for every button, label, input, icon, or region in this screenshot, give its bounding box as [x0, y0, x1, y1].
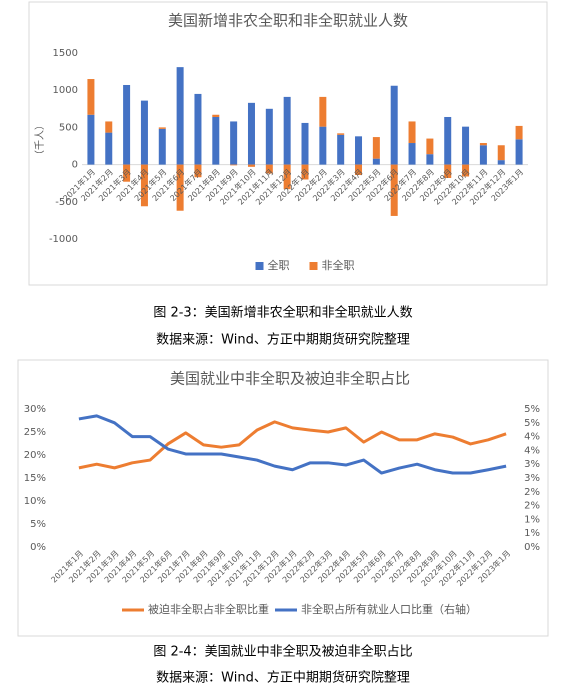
bar — [390, 164, 398, 216]
legend-label: 非全职 — [322, 258, 355, 272]
y2-tick-label: 0% — [524, 542, 540, 553]
y-tick-label: 10% — [24, 496, 46, 507]
bar — [426, 138, 434, 155]
y-tick-label: 30% — [24, 404, 46, 415]
bar — [515, 125, 523, 140]
bar — [105, 121, 113, 133]
legend-swatch — [309, 262, 318, 270]
bar — [265, 164, 273, 174]
y-tick-label: 15% — [24, 473, 46, 484]
bar — [123, 84, 131, 165]
bar — [158, 128, 166, 165]
caption: 图 2-4：美国就业中非全职及被迫非全职占比 — [153, 644, 412, 660]
y2-tick-label: 3% — [524, 473, 540, 484]
bar — [444, 164, 452, 178]
bar — [265, 108, 273, 165]
bar — [462, 164, 470, 177]
y2-tick-label: 5% — [524, 404, 540, 415]
bar — [497, 160, 505, 165]
y-tick-label: 25% — [24, 427, 46, 438]
bar — [479, 143, 487, 146]
bar — [355, 164, 363, 176]
bar — [372, 158, 380, 165]
bar — [283, 164, 291, 190]
chart-frame — [28, 1, 548, 286]
caption: 数据来源：Wind、方正中期期货研究院整理 — [156, 332, 410, 348]
bar — [497, 145, 505, 161]
legend-swatch — [255, 262, 264, 270]
bar — [337, 133, 345, 135]
y-tick-label: 0 — [72, 160, 78, 171]
bar — [462, 126, 470, 165]
y-tick-label: 5% — [30, 519, 46, 530]
bar — [212, 116, 220, 165]
bar — [176, 164, 184, 211]
y2-tick-label: 3% — [524, 459, 540, 470]
y2-tick-label: 2% — [524, 501, 540, 512]
bar — [355, 136, 363, 165]
bar — [372, 137, 380, 159]
chart-title: 美国就业中非全职及被迫非全职占比 — [170, 370, 410, 388]
y-tick-label: -1000 — [49, 234, 78, 245]
line — [78, 420, 507, 470]
bar — [337, 134, 345, 165]
y-tick-label: 500 — [59, 122, 78, 133]
bar — [176, 67, 184, 165]
bar — [230, 121, 238, 165]
bar — [123, 164, 131, 182]
legend-label: 全职 — [268, 258, 290, 272]
bar — [301, 122, 309, 165]
y-tick-label: 0% — [30, 542, 46, 553]
bar — [230, 164, 238, 166]
bar — [515, 139, 523, 165]
y2-tick-label: 1% — [524, 514, 540, 525]
bar — [140, 100, 148, 165]
y2-tick-label: 4% — [524, 432, 540, 443]
chart-frame — [17, 359, 549, 637]
legend-label: 被迫非全职占非全职比重 — [148, 602, 269, 616]
bar — [426, 154, 434, 165]
bar — [194, 164, 202, 178]
caption: 数据来源：Wind、方正中期期货研究院整理 — [156, 670, 410, 686]
bar — [319, 126, 327, 165]
bar — [194, 93, 202, 165]
bar — [87, 79, 95, 115]
y-tick-label: 1000 — [53, 85, 78, 96]
bar — [212, 114, 220, 117]
bar — [444, 116, 452, 165]
bar — [319, 96, 327, 127]
bar — [87, 114, 95, 165]
legend-label: 非全职占所有就业人口比重（右轴） — [301, 602, 477, 616]
bar — [408, 121, 416, 144]
bar — [140, 164, 148, 207]
y-axis-label: （千人） — [34, 120, 46, 160]
y2-tick-label: 4% — [524, 445, 540, 456]
y2-tick-label: 2% — [524, 487, 540, 498]
bar — [390, 85, 398, 165]
bar — [247, 102, 255, 165]
y-tick-label: 20% — [24, 450, 46, 461]
y2-tick-label: 1% — [524, 528, 540, 539]
bar — [283, 96, 291, 165]
chart-title: 美国新增非农全职和非全职就业人数 — [168, 12, 408, 30]
bar — [105, 132, 113, 165]
bar — [301, 164, 309, 180]
bar — [479, 145, 487, 165]
y-tick-label: 1500 — [53, 48, 78, 59]
y2-tick-label: 5% — [524, 418, 540, 429]
bar — [158, 127, 166, 129]
bar — [247, 164, 255, 167]
y-tick-label: -500 — [55, 197, 78, 208]
bar — [408, 143, 416, 165]
caption: 图 2-3：美国新增非农全职和非全职就业人数 — [153, 305, 412, 321]
line — [78, 414, 507, 475]
